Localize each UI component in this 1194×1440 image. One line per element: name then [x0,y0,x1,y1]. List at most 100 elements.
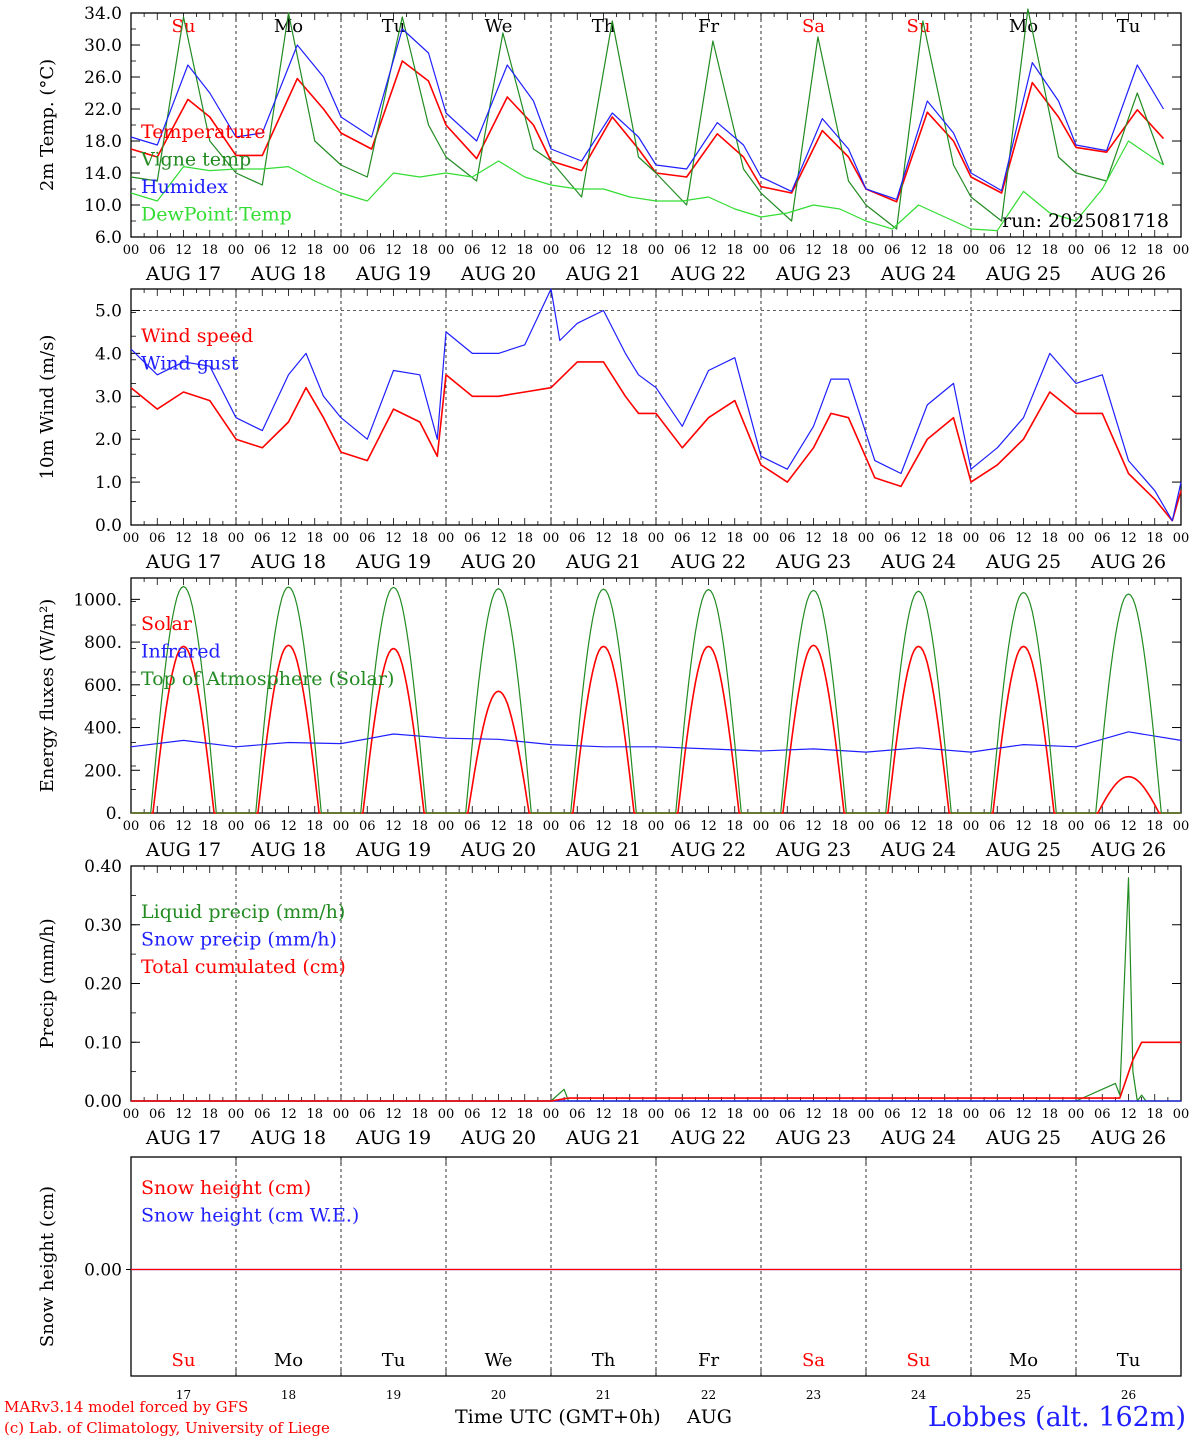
x-hour-label: 00 [1068,1107,1085,1122]
x-date-label: AUG 17 [145,839,221,861]
legend-entry: Total cumulated (cm) [141,956,346,978]
x-date-label: AUG 19 [355,551,431,573]
x-hour-label: 06 [359,531,376,546]
x-hour-label: 18 [306,531,323,546]
day-name-label: Sa [802,1350,825,1371]
series-line-temperature [130,60,1165,203]
x-hour-label: 12 [175,819,192,834]
day-number-label: 22 [701,1388,716,1402]
x-hour-label: 00 [858,819,875,834]
x-hour-label: 06 [464,819,481,834]
x-date-label: AUG 20 [460,551,536,573]
x-hour-label: 06 [674,243,691,258]
legend-entry: Humidex [141,176,228,198]
lab-credit: (c) Lab. of Climatology, University of L… [4,1419,330,1437]
legend-entry: Top of Atmosphere (Solar) [141,668,394,690]
x-date-label: AUG 25 [985,1127,1061,1149]
y-tick-label: 26.0 [84,68,122,88]
y-tick-label: 5.0 [95,301,122,321]
x-hour-label: 18 [1041,819,1058,834]
x-hour-label: 18 [621,1107,638,1122]
x-hour-label: 00 [438,1107,455,1122]
y-axis-label: Energy fluxes (W/m²) [37,599,58,793]
x-hour-label: 18 [831,243,848,258]
y-tick-label: 0.0 [95,516,122,536]
x-date-label: AUG 24 [880,263,956,285]
x-hour-label: 18 [1146,1107,1163,1122]
x-date-label: AUG 17 [145,263,221,285]
y-tick-label: 0. [106,804,122,824]
series-line-vigne-temp [130,8,1165,230]
x-date-label: AUG 23 [775,839,851,861]
x-hour-label: 12 [910,1107,927,1122]
x-hour-label: 18 [411,1107,428,1122]
x-hour-label: 06 [254,819,271,834]
x-hour-label: 12 [700,531,717,546]
x-hour-label: 06 [674,1107,691,1122]
x-hour-label: 18 [1041,531,1058,546]
x-hour-label: 00 [1068,819,1085,834]
x-hour-label: 12 [385,531,402,546]
x-date-label: AUG 26 [1090,1127,1166,1149]
x-hour-label: 18 [726,531,743,546]
x-hour-label: 00 [543,1107,560,1122]
x-hour-label: 00 [333,1107,350,1122]
x-hour-label: 00 [228,531,245,546]
x-hour-label: 00 [753,1107,770,1122]
day-name-label: Tu [1117,16,1141,37]
day-name-label: Fr [698,16,719,37]
x-hour-label: 06 [884,1107,901,1122]
x-hour-label: 18 [936,819,953,834]
x-hour-label: 12 [910,819,927,834]
x-hour-label: 06 [779,243,796,258]
x-hour-label: 00 [963,243,980,258]
y-tick-label: 0.40 [84,857,122,877]
x-date-label: AUG 21 [565,551,641,573]
x-date-label: AUG 26 [1090,551,1166,573]
day-name-label: Fr [698,1350,719,1371]
x-hour-label: 18 [411,819,428,834]
series-line-wind-speed [130,361,1182,522]
x-hour-label: 18 [1146,819,1163,834]
x-hour-label: 18 [411,243,428,258]
y-axis-label: 2m Temp. (°C) [37,59,58,191]
x-hour-label: 06 [464,531,481,546]
x-hour-label: 12 [490,819,507,834]
x-date-label: AUG 20 [460,1127,536,1149]
y-tick-label: 34.0 [84,4,122,24]
x-date-label: AUG 22 [670,1127,746,1149]
x-date-label: AUG 21 [565,263,641,285]
y-axis-label: 10m Wind (m/s) [37,335,58,480]
series-line-humidex [130,28,1165,200]
x-hour-label: 06 [1094,243,1111,258]
x-hour-label: 00 [1068,243,1085,258]
x-hour-label: 00 [1173,1107,1190,1122]
x-hour-label: 00 [543,819,560,834]
x-hour-label: 06 [359,819,376,834]
x-hour-label: 18 [516,819,533,834]
x-hour-label: 12 [175,531,192,546]
x-date-label: AUG 26 [1090,839,1166,861]
day-name-label: Mo [274,1350,303,1371]
x-date-label: AUG 18 [250,551,326,573]
y-tick-label: 3.0 [95,387,122,407]
y-tick-label: 0.00 [84,1092,122,1112]
day-number-label: 21 [596,1388,611,1402]
x-hour-label: 12 [280,531,297,546]
x-hour-label: 06 [569,819,586,834]
x-hour-label: 00 [543,243,560,258]
y-axis-label: Precip (mm/h) [37,918,58,1048]
x-hour-label: 00 [123,819,140,834]
y-tick-label: 1.0 [95,473,122,493]
x-hour-label: 06 [779,531,796,546]
x-hour-label: 06 [779,819,796,834]
x-hour-label: 06 [884,819,901,834]
series-line-total-cumulated-cm- [131,1041,1181,1102]
day-name-label: Th [592,1350,616,1371]
x-date-label: AUG 17 [145,551,221,573]
x-hour-label: 12 [700,1107,717,1122]
x-hour-label: 00 [1173,819,1190,834]
x-date-label: AUG 20 [460,263,536,285]
x-hour-label: 18 [831,819,848,834]
x-hour-label: 00 [438,531,455,546]
